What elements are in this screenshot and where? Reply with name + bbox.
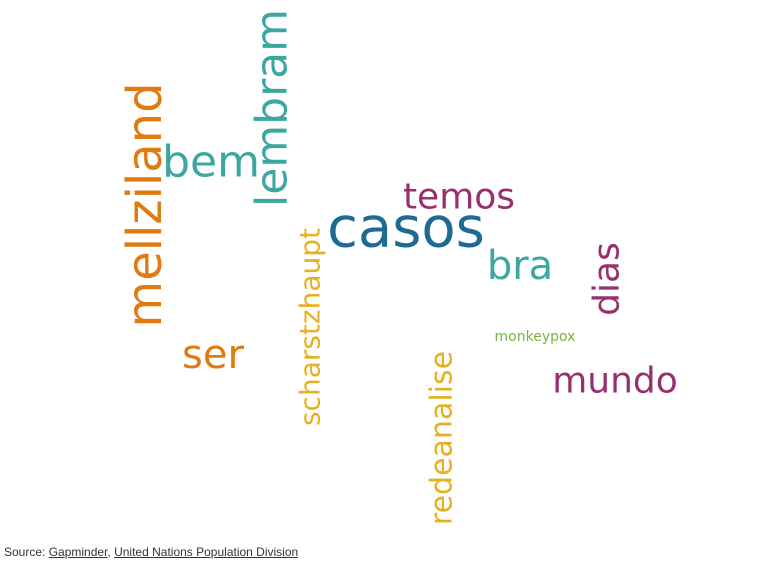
word-bem: bem — [162, 137, 260, 188]
un-population-link[interactable]: United Nations Population Division — [114, 545, 299, 559]
source-prefix: Source: — [4, 545, 49, 559]
word-mundo: mundo — [552, 361, 678, 402]
word-monkeypox: monkeypox — [495, 329, 576, 345]
word-ser: ser — [182, 332, 244, 378]
word-scharstzhaupt: scharstzhaupt — [294, 228, 327, 426]
source-note: Source: Gapminder, United Nations Popula… — [4, 545, 298, 559]
source-separator: , — [107, 545, 115, 559]
word-dias: dias — [587, 242, 628, 316]
word-bra: bra — [487, 243, 553, 289]
word-temos: temos — [403, 177, 515, 218]
word-mellziland: mellziland — [117, 82, 173, 327]
gapminder-link[interactable]: Gapminder — [48, 545, 108, 559]
word-casos: casos — [327, 196, 485, 261]
word-redeanalise: redeanalise — [425, 351, 460, 525]
word-lembram: lembram — [247, 9, 298, 207]
